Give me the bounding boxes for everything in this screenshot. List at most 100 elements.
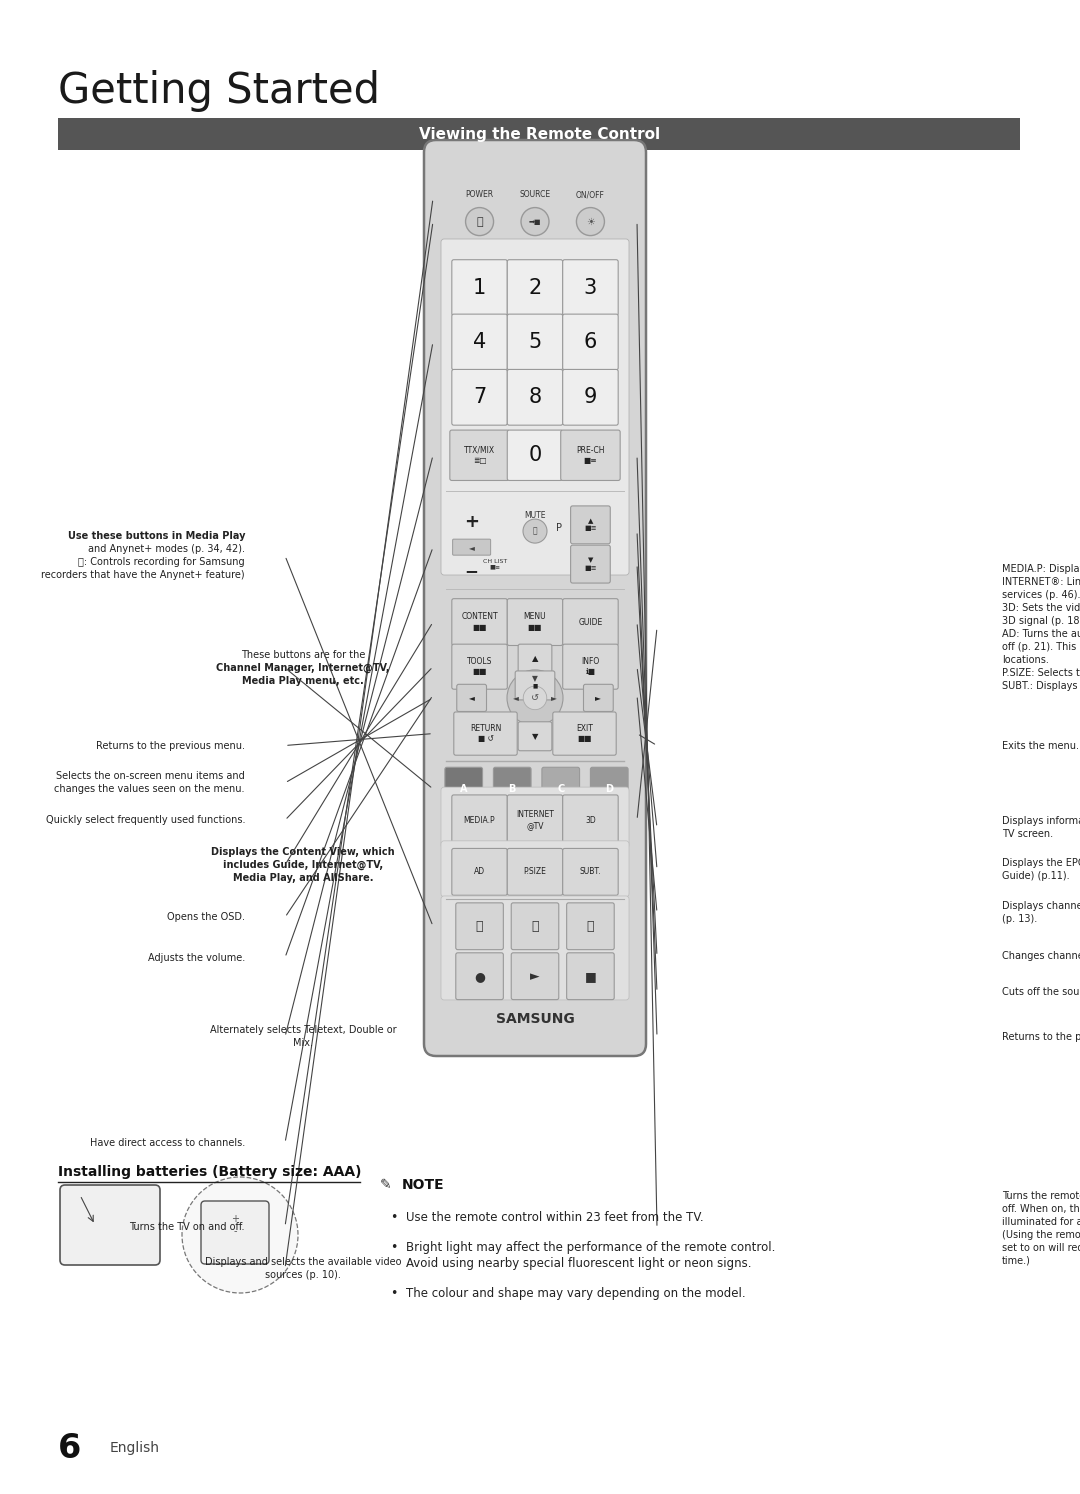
Text: 2: 2 [528, 278, 542, 297]
Text: Mix.: Mix. [293, 1038, 313, 1049]
Text: NOTE: NOTE [402, 1177, 445, 1192]
Text: •: • [390, 1212, 397, 1224]
Text: Turns the TV on and off.: Turns the TV on and off. [130, 1222, 245, 1231]
FancyBboxPatch shape [518, 644, 552, 674]
Text: C: C [557, 784, 565, 793]
Text: CONTENT
■■: CONTENT ■■ [461, 613, 498, 632]
FancyBboxPatch shape [508, 260, 563, 315]
Text: Displays the EPG (Electronic Programme: Displays the EPG (Electronic Programme [1002, 858, 1080, 868]
Text: 0: 0 [528, 445, 542, 465]
FancyBboxPatch shape [441, 787, 629, 849]
FancyBboxPatch shape [567, 953, 615, 999]
Text: Exits the menu.: Exits the menu. [1002, 741, 1079, 750]
Text: sources (p. 10).: sources (p. 10). [265, 1270, 341, 1280]
Circle shape [183, 1177, 298, 1292]
Text: ⏪: ⏪ [476, 920, 484, 932]
Text: D: D [605, 784, 613, 793]
Text: ⏻: ⏻ [476, 217, 483, 227]
Text: P.SIZE: P.SIZE [524, 868, 546, 877]
Text: off (p. 21). This is not available in some: off (p. 21). This is not available in so… [1002, 642, 1080, 651]
Text: SOURCE: SOURCE [519, 190, 551, 199]
FancyBboxPatch shape [441, 239, 629, 575]
Text: services (p. 46).: services (p. 46). [1002, 590, 1080, 601]
Text: INTERNET
@TV: INTERNET @TV [516, 810, 554, 829]
Text: ▼: ▼ [532, 674, 538, 683]
FancyBboxPatch shape [451, 599, 508, 645]
Text: time.): time.) [1002, 1255, 1031, 1265]
Text: 9: 9 [584, 387, 597, 408]
Text: SAMSUNG: SAMSUNG [496, 1011, 575, 1026]
Text: ⏩: ⏩ [586, 920, 594, 932]
FancyBboxPatch shape [451, 644, 508, 689]
FancyBboxPatch shape [511, 902, 558, 950]
Text: Returns to the previous channel.: Returns to the previous channel. [1002, 1032, 1080, 1041]
Text: MENU
■■: MENU ■■ [524, 613, 546, 632]
FancyBboxPatch shape [563, 795, 618, 846]
Text: 6: 6 [584, 332, 597, 353]
Text: English: English [110, 1442, 160, 1455]
FancyBboxPatch shape [451, 369, 508, 426]
FancyBboxPatch shape [518, 722, 552, 751]
Text: Changes channels.: Changes channels. [1002, 952, 1080, 961]
Text: B: B [509, 784, 516, 793]
Text: The colour and shape may vary depending on the model.: The colour and shape may vary depending … [406, 1286, 745, 1300]
FancyBboxPatch shape [451, 795, 508, 846]
Text: Adjusts the volume.: Adjusts the volume. [148, 953, 245, 962]
Text: POWER: POWER [465, 190, 494, 199]
Text: Displays the Content View, which: Displays the Content View, which [212, 847, 395, 858]
Text: 4: 4 [473, 332, 486, 353]
Text: Media Play menu, etc.: Media Play menu, etc. [242, 675, 364, 686]
Circle shape [465, 208, 494, 236]
Text: Turns the remote control light on or: Turns the remote control light on or [1002, 1191, 1080, 1201]
Text: SUBT.: Displays digital subtitles (p. 23).: SUBT.: Displays digital subtitles (p. 23… [1002, 681, 1080, 692]
Text: Viewing the Remote Control: Viewing the Remote Control [419, 127, 661, 142]
Text: TV screen.: TV screen. [1002, 829, 1053, 840]
Text: Getting Started: Getting Started [58, 70, 380, 112]
Text: AD: AD [474, 868, 485, 877]
Text: ■: ■ [584, 970, 596, 983]
Text: ●: ● [474, 970, 485, 983]
Text: CH LIST
■≡: CH LIST ■≡ [483, 559, 508, 569]
Circle shape [521, 208, 549, 236]
Text: ►: ► [595, 693, 602, 702]
FancyBboxPatch shape [563, 260, 618, 315]
FancyBboxPatch shape [561, 430, 620, 481]
Text: Displays and selects the available video: Displays and selects the available video [205, 1256, 402, 1267]
Text: includes Guide, Internet@TV,: includes Guide, Internet@TV, [222, 861, 383, 870]
Text: +: + [464, 512, 480, 532]
FancyBboxPatch shape [508, 795, 563, 846]
Circle shape [523, 518, 546, 544]
Text: AD: Turns the audio description on and: AD: Turns the audio description on and [1002, 629, 1080, 639]
FancyBboxPatch shape [511, 953, 558, 999]
Text: Returns to the previous menu.: Returns to the previous menu. [96, 741, 245, 750]
Text: Cuts off the sound temporarily.: Cuts off the sound temporarily. [1002, 988, 1080, 996]
Text: 1: 1 [473, 278, 486, 297]
Text: ▲
■≡: ▲ ■≡ [584, 518, 596, 532]
Text: Bright light may affect the performance of the remote control.: Bright light may affect the performance … [406, 1242, 775, 1253]
Text: 3D: Sets the video, which provided with: 3D: Sets the video, which provided with [1002, 604, 1080, 613]
FancyBboxPatch shape [563, 599, 618, 645]
Text: and Anynet+ modes (p. 34, 42).: and Anynet+ modes (p. 34, 42). [87, 544, 245, 554]
Text: ⓘ: Controls recording for Samsung: ⓘ: Controls recording for Samsung [79, 557, 245, 568]
Text: INTERNET®: Link to various internet: INTERNET®: Link to various internet [1002, 577, 1080, 587]
Circle shape [577, 208, 605, 236]
FancyBboxPatch shape [451, 314, 508, 371]
Text: ▼
■≡: ▼ ■≡ [584, 557, 596, 571]
FancyBboxPatch shape [553, 713, 617, 754]
FancyBboxPatch shape [563, 314, 618, 371]
FancyBboxPatch shape [567, 902, 615, 950]
Text: Use the remote control within 23 feet from the TV.: Use the remote control within 23 feet fr… [406, 1212, 704, 1224]
Text: TTX/MIX
≣□: TTX/MIX ≣□ [464, 445, 495, 465]
Text: A: A [460, 784, 468, 793]
Text: locations.: locations. [1002, 654, 1049, 665]
FancyBboxPatch shape [454, 713, 517, 754]
Text: 7: 7 [473, 387, 486, 408]
Text: off. When on, the buttons become: off. When on, the buttons become [1002, 1204, 1080, 1213]
Text: 3: 3 [584, 278, 597, 297]
Text: ☀: ☀ [586, 217, 595, 227]
Text: Selects the on-screen menu items and: Selects the on-screen menu items and [56, 771, 245, 781]
FancyBboxPatch shape [591, 768, 629, 811]
Text: MUTE: MUTE [524, 511, 545, 520]
FancyBboxPatch shape [563, 644, 618, 689]
Text: Opens the OSD.: Opens the OSD. [167, 913, 245, 922]
